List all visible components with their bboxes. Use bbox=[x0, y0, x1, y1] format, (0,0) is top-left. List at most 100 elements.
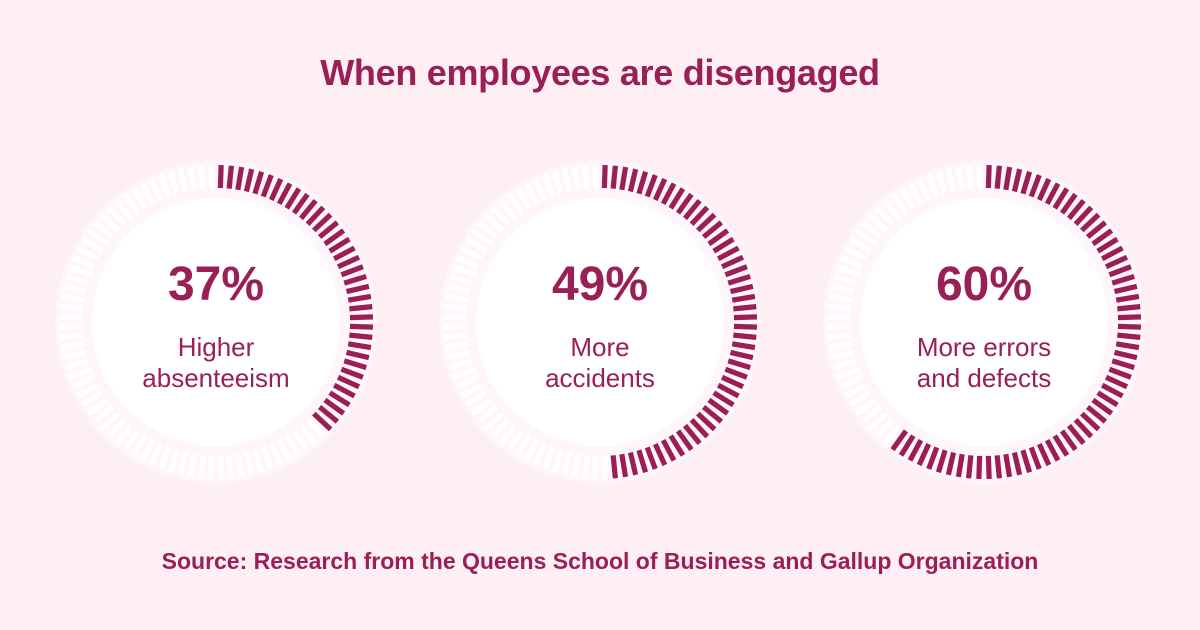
track-segment bbox=[106, 418, 127, 439]
track-segment bbox=[470, 228, 493, 247]
track-segment bbox=[198, 455, 206, 479]
chart-title: When employees are disengaged bbox=[320, 52, 880, 93]
track-segment bbox=[874, 205, 895, 226]
track-segment bbox=[243, 451, 255, 476]
progress-segment bbox=[720, 374, 745, 390]
category-label: More bbox=[570, 332, 629, 362]
progress-segment bbox=[627, 451, 639, 476]
track-segment bbox=[582, 455, 590, 479]
track-segment bbox=[898, 187, 916, 210]
progress-segment bbox=[1073, 418, 1094, 439]
track-segment bbox=[561, 168, 573, 193]
progress-segment bbox=[985, 164, 992, 189]
progress-segment bbox=[1115, 341, 1140, 351]
track-segment bbox=[976, 164, 983, 189]
progress-segment bbox=[317, 220, 340, 239]
progress-segment bbox=[305, 205, 326, 226]
track-segment bbox=[935, 171, 948, 195]
progress-segment bbox=[610, 455, 618, 479]
track-segment bbox=[177, 168, 189, 193]
track-segment bbox=[268, 442, 284, 467]
track-segment bbox=[260, 446, 274, 470]
track-segment bbox=[148, 177, 164, 202]
track-segment bbox=[592, 164, 599, 189]
track-segment bbox=[76, 245, 100, 262]
track-segment bbox=[882, 423, 901, 446]
track-segment bbox=[59, 304, 83, 312]
progress-segment bbox=[926, 446, 940, 470]
progress-segment bbox=[268, 177, 284, 202]
progress-segment bbox=[720, 254, 745, 270]
track-segment bbox=[284, 434, 302, 457]
progress-segment bbox=[619, 453, 629, 478]
track-segment bbox=[844, 245, 868, 262]
track-segment bbox=[498, 423, 517, 446]
progress-segment bbox=[727, 273, 751, 286]
progress-segment bbox=[701, 405, 724, 424]
track-segment bbox=[827, 304, 851, 312]
track-segment bbox=[860, 220, 883, 239]
value-label: 49% bbox=[552, 258, 648, 311]
track-segment bbox=[92, 220, 115, 239]
track-segment bbox=[490, 205, 511, 226]
progress-segment bbox=[343, 273, 367, 286]
progress-segment bbox=[349, 304, 373, 312]
progress-segment bbox=[1085, 405, 1108, 424]
progress-segment bbox=[644, 446, 658, 470]
progress-segment bbox=[716, 382, 740, 399]
progress-segment bbox=[696, 411, 717, 432]
progress-segment bbox=[636, 449, 649, 473]
progress-segment bbox=[985, 455, 992, 480]
track-segment bbox=[208, 455, 215, 480]
progress-segment bbox=[1100, 245, 1124, 262]
track-segment bbox=[514, 434, 532, 457]
value-label: 60% bbox=[936, 258, 1032, 311]
track-segment bbox=[167, 171, 180, 195]
progress-segment bbox=[328, 390, 351, 408]
progress-segment bbox=[1028, 446, 1042, 470]
progress-segment bbox=[716, 245, 740, 262]
progress-segment bbox=[217, 164, 224, 189]
track-segment bbox=[836, 366, 860, 380]
ring-progress bbox=[217, 164, 374, 432]
progress-segment bbox=[1052, 434, 1070, 457]
track-segment bbox=[81, 236, 104, 254]
value-label: 37% bbox=[168, 258, 264, 311]
progress-segment bbox=[898, 434, 916, 457]
progress-segment bbox=[1059, 192, 1078, 215]
progress-segment bbox=[1096, 390, 1119, 408]
track-segment bbox=[470, 397, 493, 416]
progress-segment bbox=[1011, 168, 1023, 193]
track-segment bbox=[158, 446, 172, 470]
track-segment bbox=[276, 438, 293, 462]
progress-segment bbox=[345, 283, 370, 295]
progress-segment bbox=[733, 304, 757, 312]
progress-segment bbox=[317, 405, 340, 424]
track-segment bbox=[122, 192, 141, 215]
track-segment bbox=[68, 366, 92, 380]
progress-segment bbox=[652, 177, 668, 202]
progress-segment bbox=[729, 283, 754, 295]
progress-segment bbox=[349, 323, 374, 330]
progress-segment bbox=[1100, 382, 1124, 399]
progress-segment bbox=[712, 236, 735, 254]
progress-segment bbox=[1111, 273, 1135, 286]
track-segment bbox=[551, 171, 564, 195]
progress-segment bbox=[610, 165, 618, 189]
track-segment bbox=[65, 273, 89, 286]
track-segment bbox=[446, 349, 471, 361]
track-segment bbox=[476, 405, 499, 424]
progress-segment bbox=[644, 174, 658, 198]
progress-segment bbox=[994, 455, 1002, 479]
ring-track bbox=[58, 164, 326, 480]
progress-segment bbox=[660, 438, 677, 462]
track-segment bbox=[148, 442, 164, 467]
category-label: More errors bbox=[917, 332, 1051, 362]
track-segment bbox=[844, 382, 868, 399]
track-segment bbox=[58, 314, 83, 321]
progress-segment bbox=[916, 442, 932, 467]
track-segment bbox=[490, 418, 511, 439]
